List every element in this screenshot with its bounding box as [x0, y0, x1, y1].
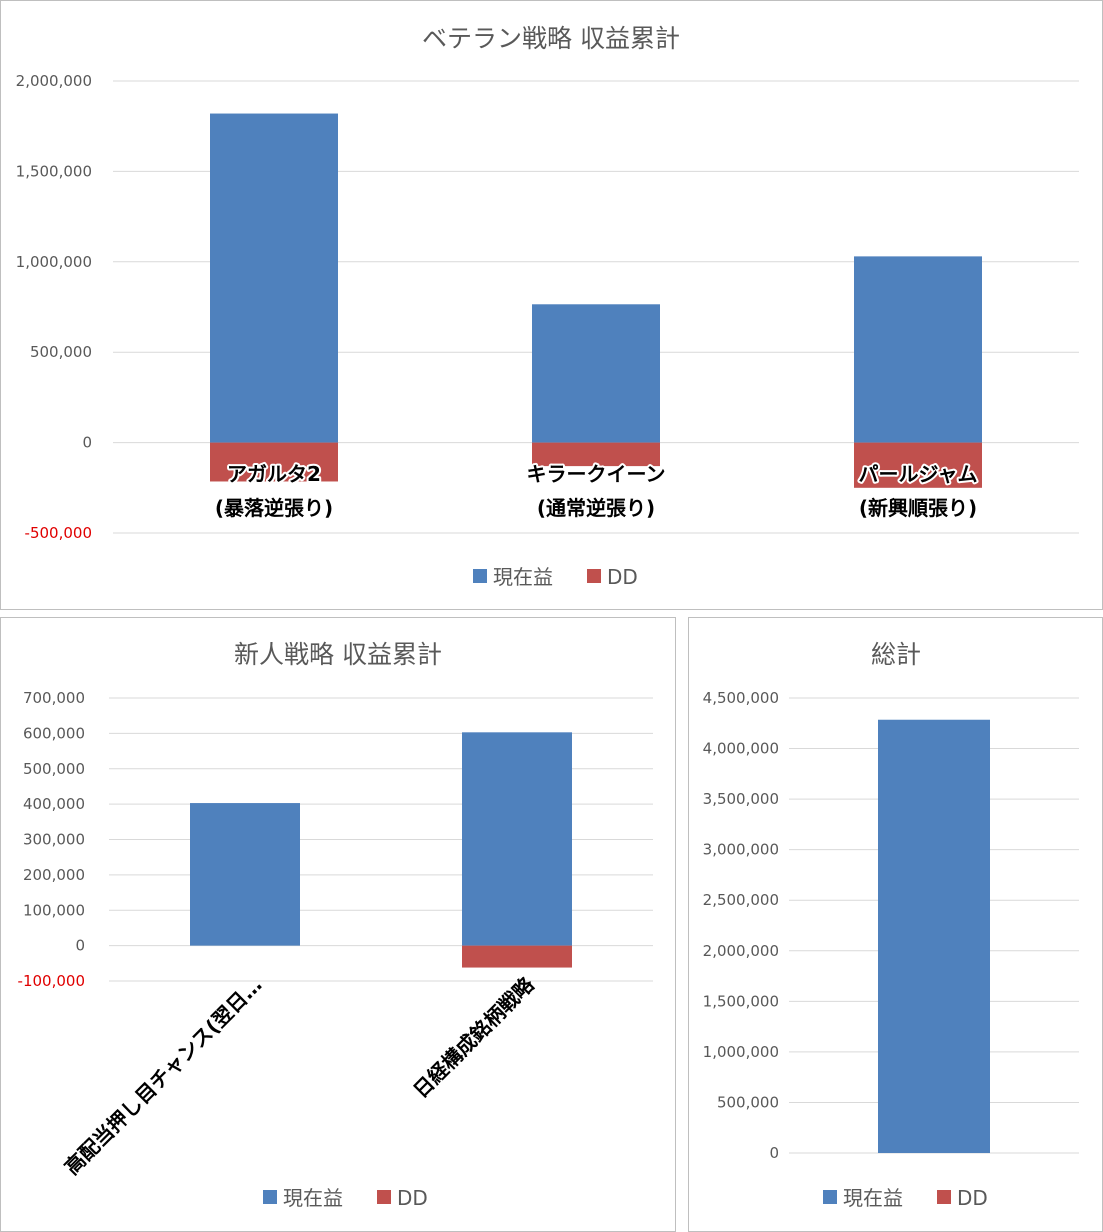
- legend-swatch-dd: [937, 1190, 951, 1204]
- legend-label-dd: DD: [607, 565, 638, 589]
- category-label: (新興順張り): [859, 496, 977, 520]
- rookie-chart: 新人戦略 収益累計 700,000 600,000 500,000 400,000 300…: [18, 640, 653, 1210]
- category-label: (通常逆張り): [537, 496, 655, 520]
- y-tick-label: 1,000,000: [16, 253, 92, 271]
- total-chart-panel: 総計 4,500,000 4,000,000 3,500,000 3,000,000 2,…: [688, 617, 1103, 1232]
- y-tick-label: 2,000,000: [703, 942, 779, 960]
- legend-label-dd: DD: [397, 1186, 428, 1210]
- legend-swatch-dd: [587, 569, 601, 583]
- category-label: パールジャム: [859, 462, 978, 486]
- legend-swatch-profit: [823, 1190, 837, 1204]
- legend-label-dd: DD: [957, 1186, 988, 1210]
- bar-profit: [878, 719, 990, 1153]
- y-tick-label: 2,000,000: [16, 72, 92, 90]
- bar-profit: [854, 256, 982, 443]
- total-chart: 総計 4,500,000 4,000,000 3,500,000 3,000,000 2,…: [703, 640, 1079, 1210]
- y-tick-label: 1,500,000: [703, 992, 779, 1010]
- y-tick-label: 700,000: [23, 689, 85, 707]
- y-tick-label: 2,500,000: [703, 891, 779, 909]
- legend-swatch-profit: [263, 1190, 277, 1204]
- y-tick-label: 0: [769, 1144, 779, 1162]
- bar-dd: [854, 442, 982, 488]
- y-tick-label: 600,000: [23, 724, 85, 742]
- veteran-chart-panel: ベテラン戦略 収益累計 2,000,000 1,500,000 1,000,000 50…: [0, 0, 1103, 610]
- y-tick-label: 0: [75, 937, 85, 955]
- bar-dd: [462, 945, 572, 968]
- legend-label-profit: 現在益: [493, 565, 553, 589]
- bar-dd: [532, 442, 660, 467]
- legend-swatch-dd: [377, 1190, 391, 1204]
- category-label: 高配当押し目チャンス(翌日…: [60, 973, 267, 1180]
- y-tick-label: -100,000: [18, 972, 85, 990]
- y-tick-label: 400,000: [23, 795, 85, 813]
- bar-dd: [210, 442, 338, 482]
- chart-title: 新人戦略 収益累計: [234, 640, 442, 669]
- y-tick-label: 3,500,000: [703, 790, 779, 808]
- y-tick-label: 3,000,000: [703, 841, 779, 859]
- bar-profit: [190, 803, 300, 946]
- bar-profit: [210, 113, 338, 443]
- veteran-chart: ベテラン戦略 収益累計 2,000,000 1,500,000 1,000,000 50…: [16, 24, 1079, 589]
- category-label: 日経構成銘柄戦略: [408, 972, 539, 1103]
- category-label: キラークイーン: [527, 462, 666, 486]
- y-tick-label: 300,000: [23, 831, 85, 849]
- y-tick-label: 100,000: [23, 901, 85, 919]
- y-tick-label: 200,000: [23, 866, 85, 884]
- legend-label-profit: 現在益: [843, 1186, 903, 1210]
- bar-profit: [532, 304, 660, 443]
- category-label: (暴落逆張り): [215, 496, 333, 520]
- legend-label-profit: 現在益: [283, 1186, 343, 1210]
- y-tick-label: 500,000: [717, 1093, 779, 1111]
- y-tick-label: 500,000: [23, 760, 85, 778]
- rookie-chart-panel: 新人戦略 収益累計 700,000 600,000 500,000 400,000 300…: [0, 617, 676, 1232]
- y-tick-label: 4,000,000: [703, 740, 779, 758]
- bar-profit: [462, 732, 572, 946]
- y-tick-label: 1,500,000: [16, 162, 92, 180]
- y-tick-label: 500,000: [30, 343, 92, 361]
- y-tick-label: -500,000: [25, 524, 92, 542]
- y-tick-label: 0: [82, 434, 92, 452]
- y-tick-label: 4,500,000: [703, 689, 779, 707]
- category-label: アガルタ2: [227, 462, 321, 486]
- chart-title: ベテラン戦略 収益累計: [422, 24, 680, 53]
- legend-swatch-profit: [473, 569, 487, 583]
- y-tick-label: 1,000,000: [703, 1043, 779, 1061]
- chart-title: 総計: [871, 640, 921, 669]
